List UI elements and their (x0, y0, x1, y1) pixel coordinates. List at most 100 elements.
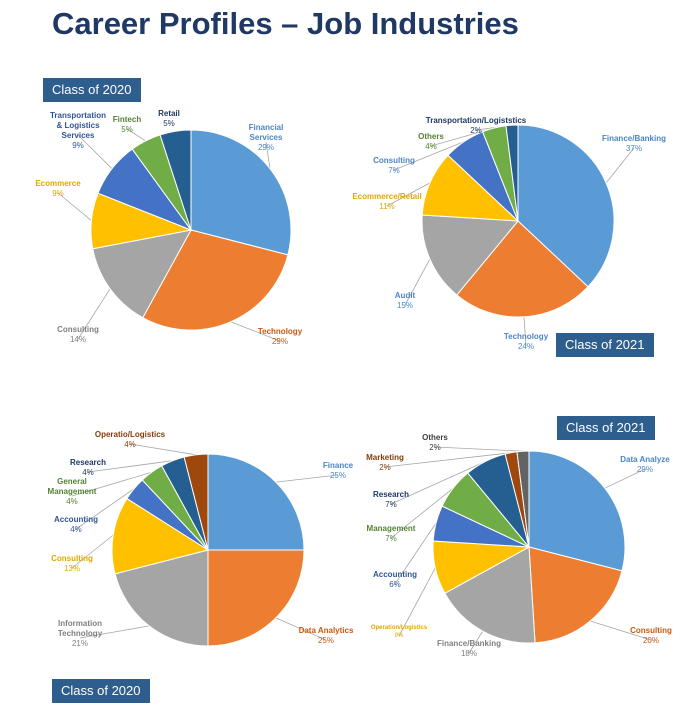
pie-slice-consulting (528, 546, 623, 644)
slice-value-consulting: 14% (70, 335, 86, 344)
pie-chart-bottom-right: Data Analyze 29% Consulting 20% Finance/Bank… (366, 433, 672, 658)
leader-line-data-analyze (604, 468, 646, 489)
slice-label-operatio-logistics: Operatio/Logistics 4% (95, 430, 166, 449)
slice-label-data-analytics: Data Analytics 25% (299, 626, 354, 645)
class-badge-bottom-right: Class of 2021 (557, 416, 655, 440)
leader-line-management (390, 487, 454, 539)
leader-line-marketing (384, 452, 512, 468)
slice-value-technology: 24% (518, 342, 534, 351)
pie-chart-top-right: Finance/Banking 37% Technology 24% Audit 15% E… (352, 116, 666, 351)
slice-value-retail: 5% (163, 119, 175, 128)
slice-value-financial-services: 29% (258, 143, 274, 152)
slice-value-others: 4% (425, 142, 437, 151)
slice-label-others: Others 4% (418, 132, 444, 151)
slice-value-research: 4% (82, 468, 94, 477)
leader-line-data-analytics (275, 617, 327, 641)
slice-label-financial-services: Financial Services 29% (249, 123, 284, 152)
leader-line-information-technology (79, 625, 150, 639)
slice-label-research: Research 7% (373, 490, 409, 509)
pie-slice-audit (421, 214, 520, 296)
leader-line-finance-banking (605, 147, 635, 184)
leader-line-operatio-logistics (129, 443, 197, 456)
slice-label-consulting: Consulting 14% (57, 325, 99, 344)
slice-label-retail: Retail 5% (158, 109, 180, 128)
slice-label-technology: Technology 24% (504, 332, 549, 351)
leader-line-research (390, 461, 486, 505)
slice-label-finance-banking: Finance/Banking 37% (602, 134, 666, 153)
leader-line-financial-services (265, 141, 271, 169)
pie-slice-financial-services (190, 129, 292, 256)
slice-value-ecommerce: 9% (52, 189, 64, 198)
pie-slice-information-technology (114, 549, 209, 647)
slice-label-accounting: Accounting 6% (373, 570, 417, 589)
slice-value-operatio-logistics: 4% (124, 440, 136, 449)
slice-label-transportation-logistics-services: Transportation & Logistics Services 9% (50, 111, 106, 150)
slice-label-accounting: Accounting 4% (54, 515, 98, 534)
slice-value-operation-logistics: 9% (395, 633, 404, 639)
slice-value-consulting: 7% (388, 166, 400, 175)
pie-slice-retail (159, 129, 192, 231)
slice-label-transportation-logiststics: Transportation/Logiststics 2% (426, 116, 527, 135)
slice-label-management: Management 7% (367, 524, 416, 543)
slice-label-data-analyze: Data Analyze 29% (620, 455, 670, 474)
slice-value-others: 2% (429, 443, 441, 452)
leader-line-technology (230, 321, 281, 342)
page-title: Career Profiles – Job Industries (52, 6, 519, 41)
leader-line-consulting (590, 620, 652, 641)
leader-line-accounting (75, 488, 135, 530)
slice-value-finance: 25% (330, 471, 346, 480)
slice-label-research: Research 4% (70, 458, 106, 477)
slice-label-consulting: Consulting 13% (51, 554, 93, 573)
pie-slice-finance-banking (444, 546, 536, 644)
slice-value-data-analyze: 29% (637, 465, 653, 474)
slice-value-finance-banking: 18% (461, 649, 477, 658)
slice-value-transportation-logistics-services: 9% (72, 141, 84, 150)
pie-slice-data-analytics (207, 549, 305, 647)
pie-slice-operatio-logistics (183, 453, 209, 551)
leader-line-finance-banking (468, 630, 484, 654)
class-badge-top-left: Class of 2020 (43, 78, 141, 102)
pie-slice-transportation-logiststics (505, 124, 519, 222)
pie-slice-technology (142, 229, 289, 331)
leader-line-transportation-logistics-services (77, 134, 113, 169)
leader-line-finance (275, 474, 339, 483)
leader-line-ecommerce (57, 192, 92, 221)
slice-label-audit: Audit 15% (395, 291, 416, 310)
slice-label-ecommerce-retail: Ecommerce/Retail 11% (352, 192, 421, 211)
leader-line-consulting (77, 288, 111, 340)
slice-value-finance-banking: 37% (626, 144, 642, 153)
slice-value-technology: 29% (272, 337, 288, 346)
slice-value-accounting: 4% (70, 525, 82, 534)
slice-value-consulting: 20% (643, 636, 659, 645)
pie-slice-consulting (111, 497, 210, 575)
slice-label-others: Others 2% (422, 433, 448, 452)
slice-label-information-technology: Information Technology 21% (58, 619, 103, 648)
leader-line-technology (523, 316, 527, 347)
pie-slice-data-analyze (528, 450, 626, 572)
leader-line-general-management (71, 471, 152, 497)
slice-value-management: 7% (385, 534, 397, 543)
leader-line-consulting (393, 141, 465, 171)
slice-label-fintech: Fintech 5% (113, 115, 142, 134)
pie-chart-top-left: Financial Services 29% Technology 29% Consult… (35, 109, 303, 346)
leader-line-others (434, 446, 524, 452)
leader-line-research (87, 460, 173, 473)
pie-slice-technology (456, 220, 589, 318)
slice-value-general-management: 4% (66, 497, 78, 506)
slice-label-consulting: Consulting 20% (630, 626, 672, 645)
leader-line-audit (404, 258, 431, 306)
slice-value-ecommerce-retail: 11% (379, 202, 394, 211)
pie-slice-ecommerce-retail (421, 154, 520, 222)
slice-label-operation-logistics: Operation/Logistics 9% (371, 625, 428, 639)
class-badge-bottom-left: Class of 2020 (52, 679, 150, 703)
pie-slice-others (516, 450, 530, 548)
leader-line-fintech (126, 128, 146, 142)
pie-slice-finance-banking (517, 124, 615, 288)
slice-value-data-analytics: 25% (318, 636, 334, 645)
slice-value-information-technology: 21% (72, 639, 88, 648)
slice-label-consulting: Consulting 7% (373, 156, 415, 175)
pie-slice-finance (207, 453, 305, 551)
slice-label-finance-banking: Finance/Banking 18% (437, 639, 501, 658)
slice-label-technology: Technology 29% (258, 327, 303, 346)
class-badge-top-right: Class of 2021 (556, 333, 654, 357)
